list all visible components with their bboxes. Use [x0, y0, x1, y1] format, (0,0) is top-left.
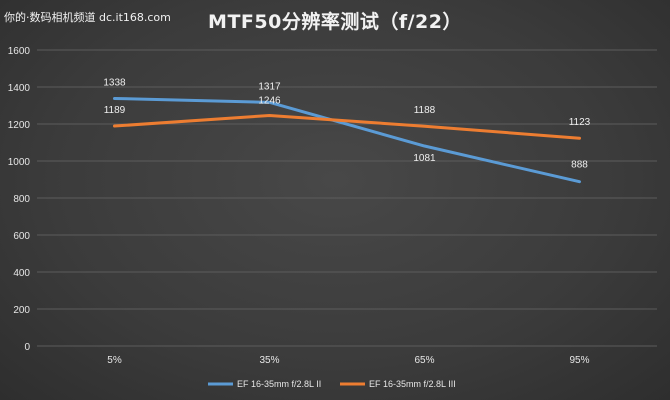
data-label: 1338 [103, 77, 126, 88]
data-label: 1081 [413, 153, 436, 164]
series-line-1 [113, 96, 581, 184]
x-tick-label: 5% [107, 355, 122, 366]
x-tick-label: 65% [414, 355, 434, 366]
data-label: 1123 [569, 117, 591, 128]
watermark-text: 你的·数码相机频道 dc.it168.com [4, 11, 171, 24]
legend-label: EF 16-35mm f/2.8L II [237, 379, 321, 389]
y-tick-label: 200 [13, 305, 30, 316]
y-tick-label: 400 [13, 268, 30, 279]
y-tick-label: 800 [13, 194, 30, 205]
data-label: 1189 [104, 105, 126, 116]
series-line-2 [113, 113, 581, 140]
y-tick-label: 600 [13, 231, 30, 242]
y-tick-label: 0 [24, 342, 30, 353]
legend-label: EF 16-35mm f/2.8L III [369, 379, 456, 389]
data-label: 888 [571, 160, 588, 171]
y-tick-label: 1200 [8, 120, 31, 131]
data-label: 1317 [258, 81, 281, 92]
y-tick-label: 1600 [8, 46, 31, 57]
y-tick-label: 1000 [8, 157, 31, 168]
y-tick-label: 1400 [8, 83, 31, 94]
chart-title: MTF50分辨率测试（f/22） [208, 11, 462, 33]
data-label: 1246 [258, 95, 281, 106]
data-label: 1188 [414, 105, 436, 116]
x-tick-label: 35% [259, 355, 279, 366]
x-tick-label: 95% [569, 355, 589, 366]
